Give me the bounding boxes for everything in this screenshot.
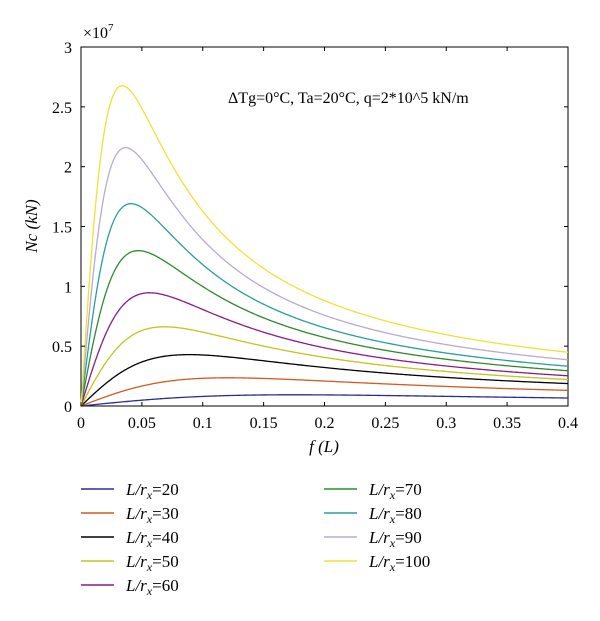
series-line-30 [80,377,569,407]
x-tick-label: 0.4 [558,415,578,432]
y-tick-label: 2.5 [52,100,72,117]
series-line-80 [80,203,569,407]
x-tick-label: 0 [77,415,85,432]
x-tick-label: 0.05 [128,415,156,432]
legend-label: L/rx=100 [368,552,430,574]
chart-annotation: ΔTg=0°C, Ta=20°C, q=2*10^5 kN/m [228,90,469,107]
series-line-70 [80,249,569,407]
y-tick-label: 1 [64,279,72,296]
y-tick-label: 1.5 [52,220,72,237]
legend-label: L/rx=50 [125,552,179,574]
curves-layer [80,85,569,407]
x-tick-label: 0.2 [315,415,335,432]
y-tick-label: 2 [64,160,72,177]
y-axis-label: Nc (kN) [22,199,41,254]
y-multiplier: ×107 [83,22,114,42]
x-tick-label: 0.25 [371,415,399,432]
x-tick-label: 0.35 [493,415,521,432]
series-line-20 [80,394,569,407]
legend-label: L/rx=20 [125,480,179,502]
x-ticks: 0 0.05 0.1 0.15 0.2 0.25 0.3 0.35 0.4 [77,47,578,432]
x-tick-label: 0.3 [436,415,456,432]
x-tick-label: 0.1 [193,415,213,432]
y-ticks: 0 0.5 1 1.5 2 2.5 3 [52,40,568,416]
series-line-40 [80,353,569,407]
y-tick-label: 3 [64,40,72,57]
series-line-90 [80,146,569,407]
legend-label: L/rx=60 [125,576,179,598]
x-axis-label: f (L) [309,437,339,456]
x-tick-label: 0.15 [250,415,278,432]
y-tick-label: 0 [64,399,72,416]
series-line-60 [80,292,569,407]
y-tick-label: 0.5 [52,339,72,356]
legend-label: L/rx=40 [125,528,179,550]
series-line-100 [80,85,569,407]
legend-label: L/rx=30 [125,504,179,526]
legend-label: L/rx=90 [368,528,422,550]
series-line-50 [80,326,569,407]
legend-label: L/rx=80 [368,504,422,526]
legend: L/rx=20L/rx=30L/rx=40L/rx=50L/rx=60 L/rx=… [81,480,430,598]
legend-label: L/rx=70 [368,480,422,502]
